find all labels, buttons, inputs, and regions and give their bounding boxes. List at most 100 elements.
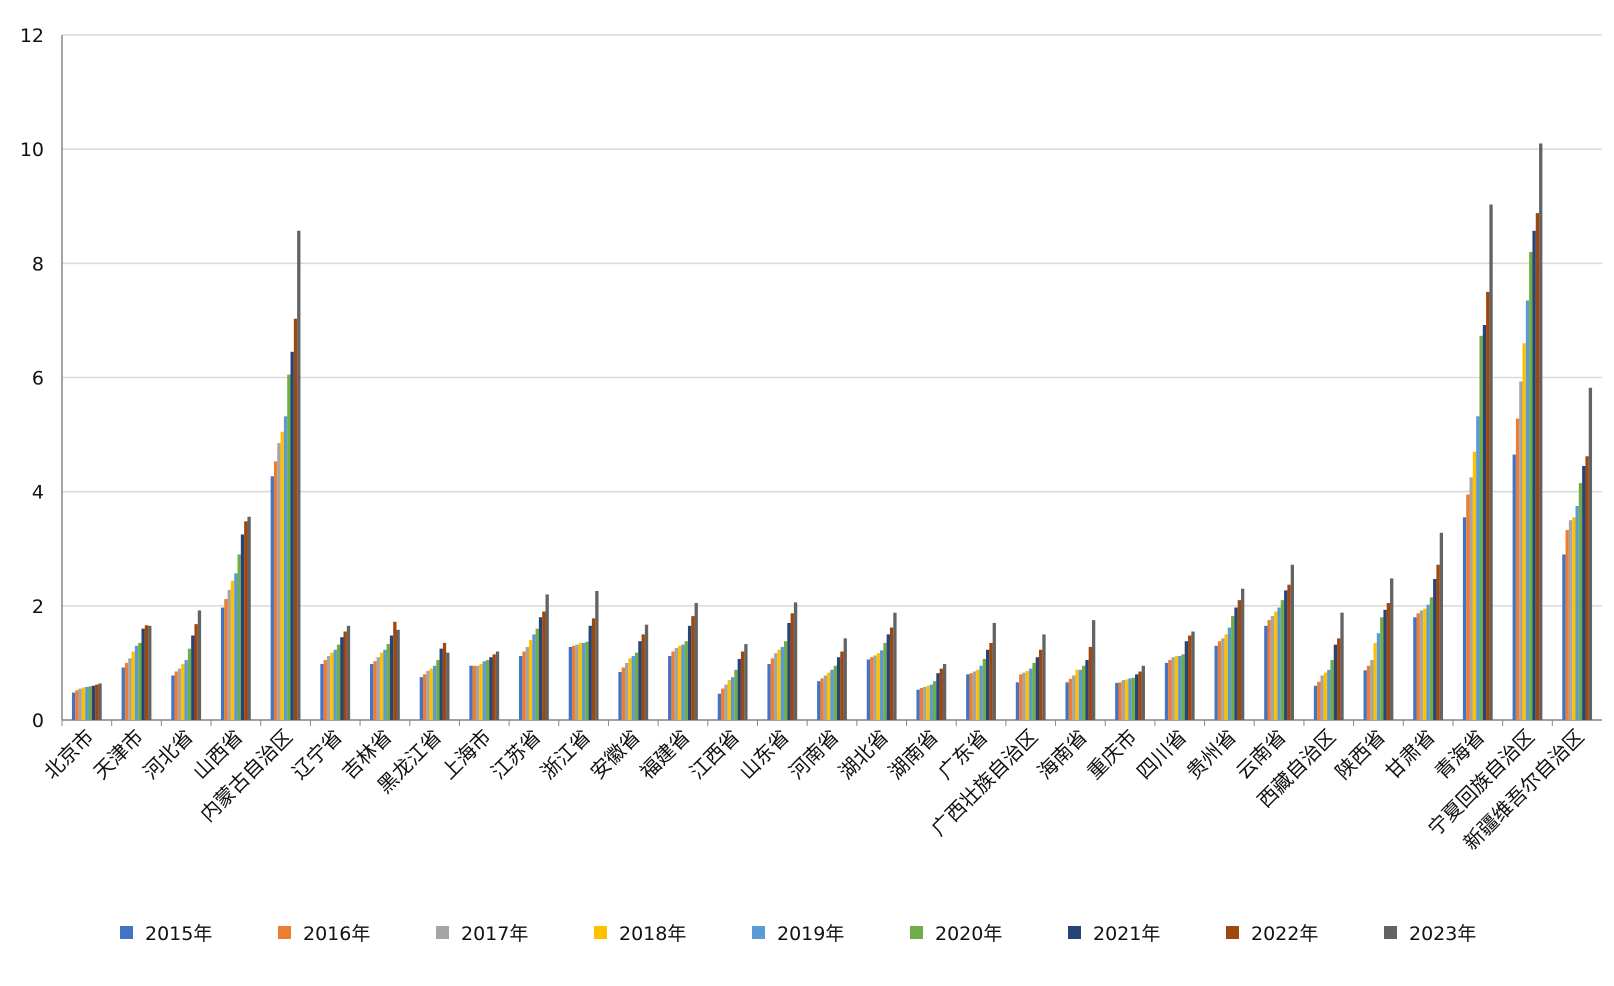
bar — [939, 668, 943, 720]
x-tick-label: 陕西省 — [1331, 725, 1390, 784]
bar — [1320, 675, 1324, 720]
bar — [297, 230, 301, 720]
bar — [1519, 381, 1523, 720]
bar — [489, 657, 493, 720]
bar — [919, 688, 924, 720]
bar — [1476, 416, 1480, 720]
bar — [290, 351, 294, 720]
bar — [1035, 657, 1039, 720]
bar — [227, 589, 231, 720]
bar — [1562, 554, 1566, 720]
legend-swatch — [120, 926, 133, 939]
y-tick-label: 10 — [20, 139, 44, 161]
bar — [542, 611, 546, 720]
bar — [1433, 579, 1437, 720]
bar — [1019, 674, 1023, 720]
bar — [528, 640, 533, 720]
bar — [1032, 662, 1036, 720]
bar — [446, 652, 450, 720]
bar — [1234, 607, 1238, 720]
bar — [817, 681, 821, 720]
bar — [495, 651, 500, 720]
bar — [694, 602, 698, 720]
bar — [280, 431, 284, 720]
bar — [439, 648, 443, 720]
bar — [618, 672, 622, 720]
y-tick-label: 6 — [32, 368, 44, 390]
bar — [277, 443, 281, 720]
y-tick-label: 8 — [32, 253, 44, 275]
bar — [197, 610, 202, 720]
legend-label: 2021年 — [1093, 923, 1160, 945]
bar — [1340, 612, 1344, 720]
bar — [1267, 620, 1271, 720]
bar — [836, 657, 841, 720]
bar — [1529, 251, 1533, 720]
bar — [144, 625, 149, 720]
bar — [1313, 685, 1318, 720]
y-tick-label: 12 — [20, 25, 44, 47]
bar — [674, 648, 678, 720]
bar — [1383, 609, 1387, 720]
bar — [538, 617, 543, 720]
y-tick-label: 0 — [32, 710, 44, 732]
bar — [866, 659, 871, 720]
bar — [194, 624, 198, 720]
legend-label: 2019年 — [777, 923, 844, 945]
bar — [1373, 642, 1377, 720]
bar — [916, 689, 920, 720]
bar — [982, 658, 986, 720]
bar — [1489, 204, 1493, 721]
bar — [621, 667, 626, 720]
bar — [585, 641, 589, 720]
bar — [85, 686, 89, 720]
bar — [889, 627, 894, 720]
bar — [525, 646, 529, 720]
bar — [522, 651, 526, 720]
bar — [1131, 677, 1136, 720]
bar — [1565, 529, 1569, 720]
bar — [1174, 656, 1179, 720]
bar — [1290, 564, 1294, 720]
bar — [485, 660, 490, 720]
legend-swatch — [278, 926, 291, 939]
bar — [1029, 668, 1033, 720]
legend-label: 2015年 — [145, 923, 212, 945]
bar — [1280, 600, 1285, 720]
bar — [1386, 602, 1391, 720]
bar — [1277, 607, 1281, 720]
bar — [730, 677, 735, 720]
bar — [1522, 343, 1526, 720]
bar — [138, 642, 142, 720]
bar — [734, 669, 738, 720]
bar — [475, 665, 480, 720]
bar — [578, 642, 582, 720]
bar — [1065, 682, 1069, 720]
bar — [376, 657, 380, 720]
legend-swatch — [910, 926, 923, 939]
bar — [1370, 660, 1374, 720]
bar — [641, 634, 645, 720]
x-tick-label: 河南省 — [784, 725, 843, 784]
bar — [1274, 611, 1278, 720]
bar — [591, 618, 596, 720]
bar — [330, 652, 334, 720]
legend-label: 2020年 — [935, 923, 1002, 945]
bar — [346, 625, 351, 720]
legend-swatch — [436, 926, 449, 939]
bar — [81, 687, 86, 720]
bar — [777, 649, 781, 720]
x-tick-label: 江苏省 — [486, 725, 545, 784]
bar — [933, 681, 937, 720]
legend-swatch — [1068, 926, 1081, 939]
bar — [220, 607, 225, 720]
bar — [883, 642, 887, 720]
x-tick-label: 浙江省 — [536, 725, 595, 784]
bar — [923, 686, 927, 720]
bar — [1466, 494, 1470, 720]
legend-label: 2022年 — [1251, 923, 1318, 945]
bar — [1287, 584, 1291, 720]
bar — [1327, 669, 1331, 720]
x-tick-label: 河北省 — [138, 725, 197, 784]
